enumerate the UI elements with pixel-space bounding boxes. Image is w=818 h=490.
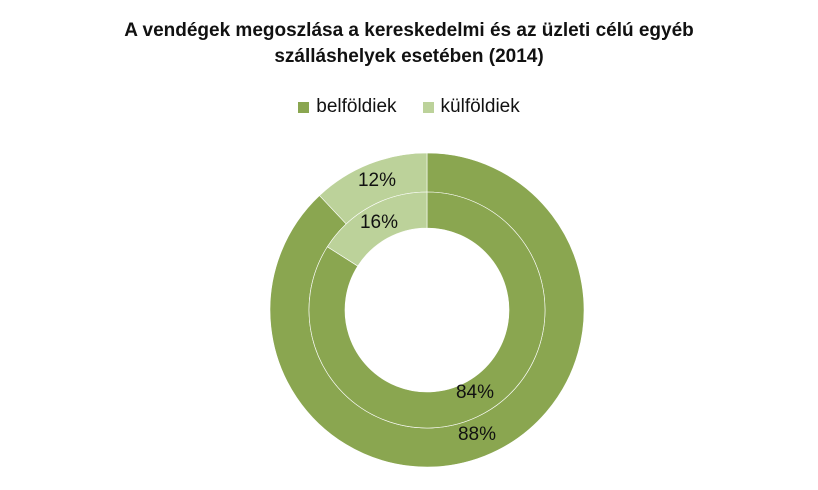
inner-ring-label-kulfoldiek: 16% <box>360 212 398 233</box>
inner-ring-slice-kulfoldiek <box>326 191 428 267</box>
legend-item-kulfoldiek: külföldiek <box>422 96 520 118</box>
legend-swatch-belfoldiek <box>298 101 310 113</box>
outer-ring-label-belfoldiek: 88% <box>458 424 496 445</box>
legend-swatch-kulfoldiek <box>422 101 434 113</box>
chart-legend: belföldiek külföldiek <box>0 96 818 118</box>
inner-ring-slice-belfoldiek <box>308 191 546 429</box>
legend-label-kulfoldiek: külföldiek <box>440 96 520 117</box>
inner-ring-label-belfoldiek: 84% <box>456 382 494 403</box>
chart-title-line-1: A vendégek megoszlása a kereskedelmi és … <box>124 20 694 41</box>
chart-title: A vendégek megoszlása a kereskedelmi és … <box>0 18 818 70</box>
legend-label-belfoldiek: belföldiek <box>316 96 397 117</box>
outer-ring-label-kulfoldiek: 12% <box>358 170 396 191</box>
chart-title-line-2: szálláshelyek esetében (2014) <box>274 46 544 67</box>
legend-item-belfoldiek: belföldiek <box>298 96 397 118</box>
